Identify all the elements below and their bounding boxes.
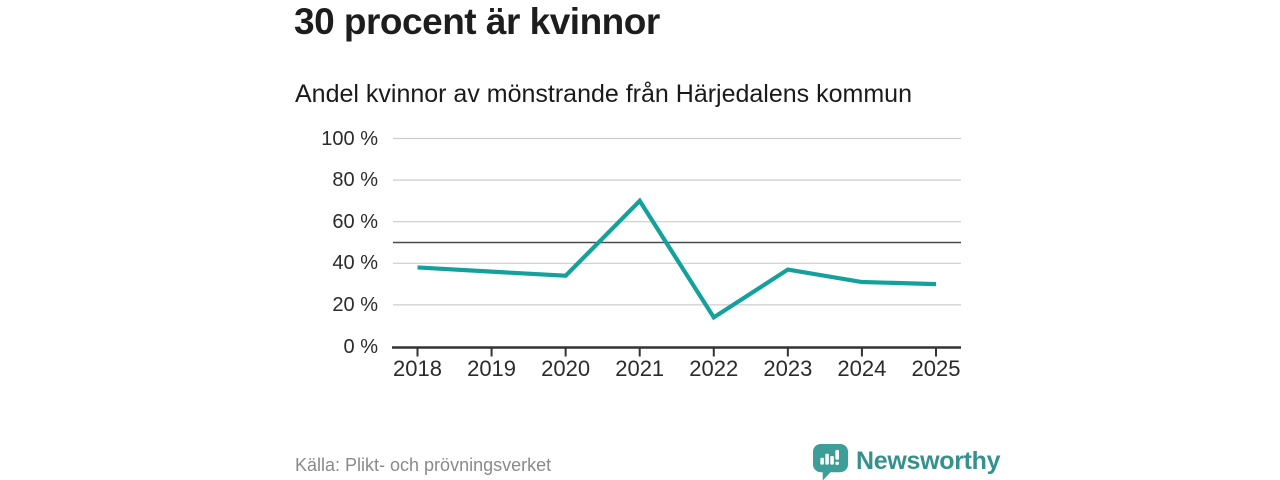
- x-axis-label: 2023: [763, 356, 813, 381]
- y-axis-label: 80 %: [332, 169, 378, 192]
- newsworthy-logo-link[interactable]: Newsworthy: [812, 442, 1001, 480]
- x-axis-label: 2025: [911, 356, 961, 381]
- newsworthy-bubble-chart-icon: [812, 443, 849, 480]
- x-axis-label: 2019: [467, 356, 517, 381]
- x-axis-label: 2022: [689, 356, 739, 381]
- source-note: Källa: Plikt- och prövningsverket: [295, 455, 552, 475]
- x-axis-label: 2018: [393, 356, 442, 381]
- y-axis-label: 100 %: [321, 127, 378, 150]
- x-axis-label: 2024: [837, 356, 887, 381]
- x-axis-label: 2021: [615, 356, 665, 381]
- newsworthy-wordmark: Newsworthy: [856, 447, 1001, 475]
- chart-line: [417, 197, 937, 321]
- y-axis-label: 0 %: [343, 335, 378, 358]
- y-axis-label: 40 %: [332, 252, 378, 275]
- y-axis-label: 20 %: [332, 293, 378, 316]
- chart-subtitle: Andel kvinnor av mönstrande från Härjeda…: [295, 80, 912, 108]
- chart-title: 30 procent är kvinnor: [294, 1, 660, 42]
- y-axis-label: 60 %: [332, 210, 378, 233]
- x-axis-label: 2020: [541, 356, 591, 381]
